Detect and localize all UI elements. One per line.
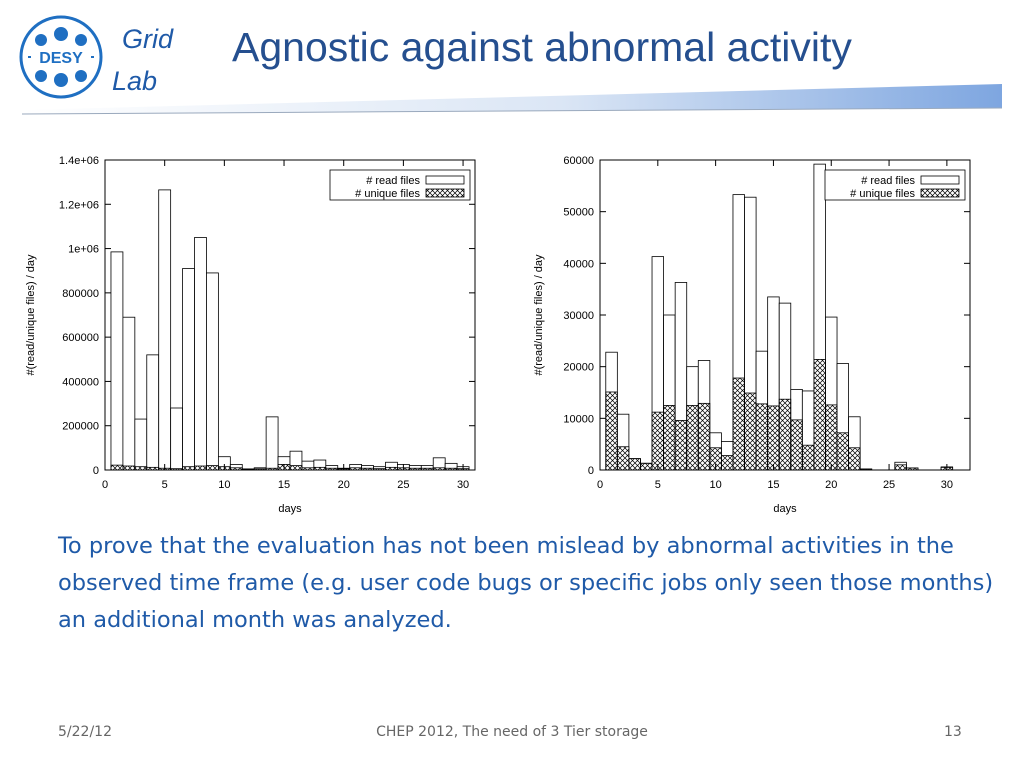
legend-label: # unique files [850,188,915,200]
desy-logo: DESY [19,15,103,99]
y-tick-label: 800000 [62,288,99,300]
x-tick-label: 15 [278,479,290,491]
unique-files-bar-day-16 [778,398,792,471]
x-tick-label: 20 [825,479,837,491]
unique-files-bar-day-8 [194,465,207,471]
y-tick-label: 20000 [563,362,594,374]
unique-files-bar-day-14 [755,403,769,471]
x-axis-label: days [773,503,797,515]
x-tick-label: 0 [102,479,108,491]
unique-files-bar-day-26 [894,464,907,471]
y-tick-label: 40000 [563,258,594,270]
unique-files-bar-day-8 [686,405,699,471]
x-tick-label: 20 [338,479,350,491]
plot-frame [104,159,476,471]
read-files-bar-day-4 [146,354,160,471]
unique-files-bar-day-20 [825,404,838,471]
unique-files-bar-day-2 [616,446,630,471]
unique-files-bar-day-1 [605,391,618,471]
grid-label: Grid [122,24,174,54]
read-files-bar-day-6 [170,407,183,471]
legend-swatch [920,175,960,185]
unique-files-bar-day-1 [110,464,124,471]
unique-files-bar-day-11 [721,455,734,471]
unique-files-bar-day-17 [790,419,803,471]
unique-files-bar-day-4 [640,462,653,471]
read-files-bar-day-5 [158,189,172,471]
y-axis-label: #(read/unique files) / day [533,254,545,376]
y-tick-label: 0 [588,465,594,477]
page-title: Agnostic against abnormal activity [232,24,852,70]
chart-left: 0 200000 400000 600000 800000 1e+06 1.2e+06 1.4… [20,148,490,518]
x-tick-label: 10 [710,479,722,491]
legend-label: # unique files [355,188,420,200]
unique-files-bar-day-18 [801,444,815,471]
y-tick-label: 600000 [62,332,99,344]
y-tick-label: 30000 [563,310,594,322]
body-paragraph: To prove that the evaluation has not bee… [58,533,994,633]
unique-files-bar-day-6 [663,405,676,471]
x-tick-label: 25 [397,479,409,491]
legend-swatch [920,188,960,198]
read-files-bar-day-7 [182,268,195,471]
y-tick-label: 1e+06 [68,244,99,256]
unique-files-bar-day-13 [744,392,757,471]
y-tick-label: 10000 [563,413,594,425]
unique-files-bar-day-21 [836,432,849,471]
y-tick-label: 1.2e+06 [59,199,99,211]
unique-files-bar-day-15 [767,405,780,471]
legend-swatch [425,175,465,185]
unique-files-bar-day-5 [651,411,664,471]
x-axis-label: days [278,503,302,515]
lab-label: Lab [112,66,158,96]
read-files-bar-day-3 [134,418,148,471]
x-tick-label: 15 [767,479,779,491]
footer-title: CHEP 2012, The need of 3 Tier storage [376,724,648,740]
unique-files-bar-day-22 [848,447,861,471]
y-tick-label: 400000 [62,376,99,388]
read-files-bar-day-14 [265,416,279,471]
x-tick-label: 10 [218,479,230,491]
x-tick-label: 30 [457,479,469,491]
y-tick-label: 1.4e+06 [59,155,99,167]
x-tick-label: 5 [162,479,168,491]
unique-files-bar-day-9 [697,402,711,471]
unique-files-bar-day-2 [122,465,136,471]
unique-files-bar-day-12 [732,377,745,471]
read-files-bar-day-2 [122,316,136,471]
y-tick-label: 200000 [62,421,99,433]
legend-swatch [425,188,465,198]
unique-files-bar-day-7 [674,419,688,471]
y-tick-label: 0 [93,465,99,477]
logo-text: DESY [39,50,83,67]
read-files-bar-day-8 [194,237,207,471]
chart-right: 0 10000 20000 30000 40000 50000 60000 0 5 10 15 20 2… [515,148,985,518]
footer-date: 5/22/12 [58,724,112,740]
read-files-bar-day-1 [110,251,124,471]
y-tick-label: 60000 [563,155,594,167]
unique-files-bar-day-9 [206,465,219,471]
legend-label: # read files [861,175,915,187]
x-tick-label: 30 [941,479,953,491]
legend-label: # read files [366,175,420,187]
y-axis-label: #(read/unique files) / day [25,254,37,376]
unique-files-bar-day-3 [628,458,641,471]
y-tick-label: 50000 [563,207,594,219]
x-tick-label: 25 [883,479,895,491]
unique-files-bar-day-19 [813,359,826,471]
x-tick-label: 5 [655,479,661,491]
footer-page-number: 13 [944,724,962,740]
title-underline-bar [22,84,1002,115]
bar-chart-right: 0 10000 20000 30000 40000 50000 60000 0 5 10 15 20 2… [533,155,971,515]
read-files-bar-day-9 [206,272,219,471]
unique-files-bar-day-16 [289,465,303,471]
bar-chart-left: 0 200000 400000 600000 800000 1e+06 1.2e+06 1.4… [25,155,476,515]
x-tick-label: 0 [597,479,603,491]
